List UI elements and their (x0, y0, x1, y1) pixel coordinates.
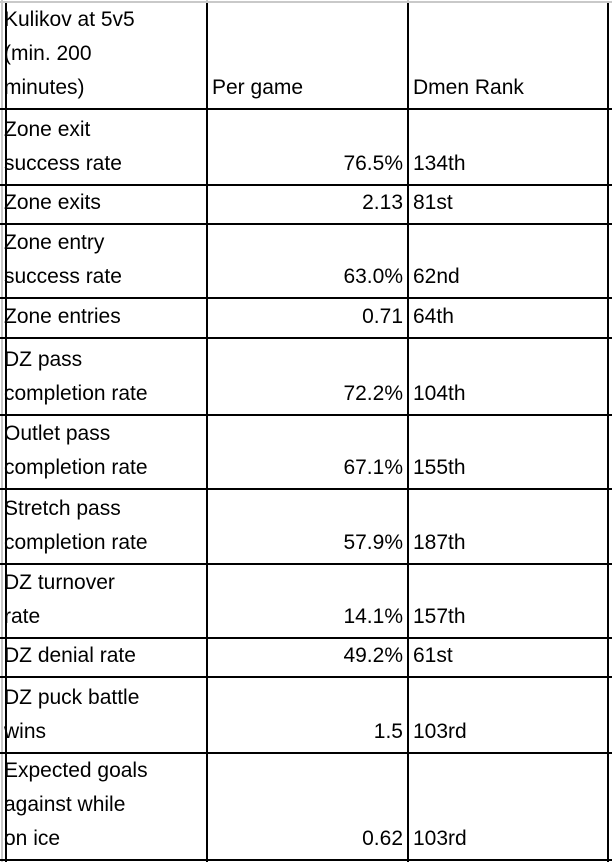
per-game-cell[interactable]: 14.1% (207, 564, 409, 639)
rank-cell[interactable]: 103rd (408, 753, 612, 861)
per-game-cell[interactable]: 0.71 (207, 298, 409, 339)
table-row: DZ denial rate 49.2% 61st (0, 638, 612, 678)
rank-cell[interactable]: 61st (408, 638, 612, 678)
table-row: Zone entry success rate 63.0% 62nd (0, 224, 612, 299)
rank-cell[interactable]: 103rd (408, 677, 612, 754)
rank-cell[interactable]: 81st (408, 185, 612, 225)
per-game-cell[interactable]: 67.1% (207, 415, 409, 490)
stat-label-cell[interactable]: Zone entry success rate (0, 224, 208, 299)
table-row: Expected goals against while on ice 0.62… (0, 753, 612, 861)
table-row: Zone exit success rate 76.5% 134th (0, 109, 612, 186)
partial-next-row (0, 860, 612, 862)
stat-label-cell[interactable]: Zone exits (0, 185, 208, 225)
rank-cell[interactable]: 155th (408, 415, 612, 490)
per-game-cell[interactable]: 72.2% (207, 338, 409, 416)
per-game-cell[interactable]: 63.0% (207, 224, 409, 299)
gridline-top (0, 1, 612, 3)
per-game-cell[interactable]: 2.13 (207, 185, 409, 225)
rank-cell[interactable]: 187th (408, 489, 612, 565)
dmen-rank-header-cell[interactable]: Dmen Rank (408, 3, 612, 110)
per-game-header-cell[interactable]: Per game (207, 3, 409, 110)
stat-label-cell[interactable]: Outlet pass completion rate (0, 415, 208, 490)
rank-cell[interactable]: 62nd (408, 224, 612, 299)
rank-cell[interactable]: 134th (408, 109, 612, 186)
table-row: DZ pass completion rate 72.2% 104th (0, 338, 612, 416)
stat-label-cell[interactable]: DZ turnover rate (0, 564, 208, 639)
header-row: Kulikov at 5v5 (min. 200 minutes) Per ga… (0, 3, 612, 110)
rank-cell[interactable]: 64th (408, 298, 612, 339)
per-game-cell[interactable]: 57.9% (207, 489, 409, 565)
table-row: Outlet pass completion rate 67.1% 155th (0, 415, 612, 490)
table-row: Zone exits 2.13 81st (0, 185, 612, 225)
stat-label-cell[interactable]: DZ pass completion rate (0, 338, 208, 416)
stat-label-cell[interactable]: Stretch pass completion rate (0, 489, 208, 565)
per-game-cell[interactable]: 76.5% (207, 109, 409, 186)
table-row: Zone entries 0.71 64th (0, 298, 612, 339)
gridline-stub-col1 (206, 0, 208, 3)
per-game-cell[interactable]: 1.5 (207, 677, 409, 754)
table-row: DZ turnover rate 14.1% 157th (0, 564, 612, 639)
rank-cell[interactable]: 157th (408, 564, 612, 639)
per-game-cell[interactable]: 0.62 (207, 753, 409, 861)
stat-label-cell[interactable]: DZ puck battle wins (0, 677, 208, 754)
rank-cell[interactable]: 104th (408, 338, 612, 416)
stat-label-cell[interactable]: Zone exit success rate (0, 109, 208, 186)
per-game-cell[interactable]: 49.2% (207, 638, 409, 678)
table-title-cell[interactable]: Kulikov at 5v5 (min. 200 minutes) (0, 3, 208, 110)
table-row: DZ puck battle wins 1.5 103rd (0, 677, 612, 754)
table-border-right (607, 3, 609, 862)
stats-table: Kulikov at 5v5 (min. 200 minutes) Per ga… (0, 3, 612, 862)
table-border-left (5, 3, 7, 862)
stat-label-cell[interactable]: Expected goals against while on ice (0, 753, 208, 861)
gridline-stub-col2 (407, 0, 409, 3)
table-row: Stretch pass completion rate 57.9% 187th (0, 489, 612, 565)
stat-label-cell[interactable]: DZ denial rate (0, 638, 208, 678)
stat-label-cell[interactable]: Zone entries (0, 298, 208, 339)
